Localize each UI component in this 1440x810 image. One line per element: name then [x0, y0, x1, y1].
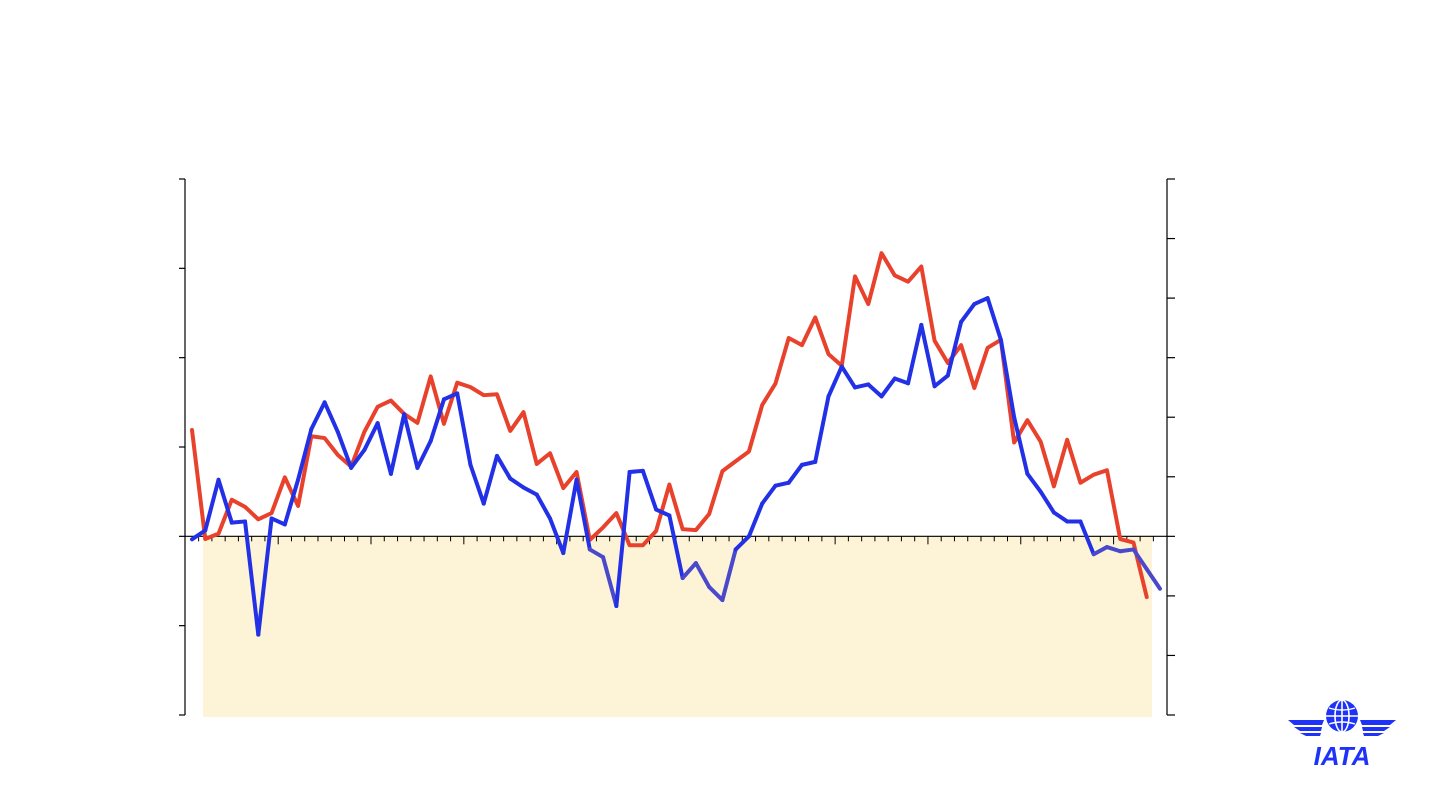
series-2-segment: [481, 453, 499, 506]
series-2-segment: [601, 555, 619, 609]
series-2-segment: [561, 477, 579, 556]
series-2-segment: [1025, 471, 1043, 494]
series-2-segment: [402, 412, 420, 470]
series-2-segment: [786, 462, 804, 485]
series-lines: [190, 251, 1162, 637]
series-2-segment: [1118, 547, 1136, 554]
series-2-segment: [508, 476, 526, 490]
wings-icon: [1288, 720, 1396, 736]
series-2-segment: [839, 364, 858, 390]
series-2-segment: [892, 376, 911, 386]
series-2-segment: [468, 462, 486, 506]
series-2-segment: [1012, 415, 1030, 476]
series-2-segment: [959, 302, 977, 324]
series-2-segment: [335, 430, 354, 470]
series-2-segment: [693, 561, 712, 589]
series-2-segment: [190, 528, 208, 542]
series-2-segment: [203, 477, 221, 533]
series-2-segment: [879, 376, 897, 399]
series-2-segment: [322, 400, 340, 435]
series-2-segment: [388, 412, 407, 476]
series-2-segment: [720, 547, 738, 603]
series-2-segment: [919, 322, 937, 389]
series-2-segment: [1131, 547, 1149, 572]
series-2-segment: [548, 516, 566, 556]
series-2-segment: [1144, 567, 1162, 591]
series-2-segment: [654, 507, 672, 518]
series-2-segment: [972, 296, 990, 307]
series-2-segment: [574, 477, 592, 552]
series-2-segment: [362, 421, 380, 452]
series-2-segment: [441, 391, 460, 402]
logo-wordmark: IATA: [1314, 741, 1371, 770]
series-2-segment: [932, 373, 950, 389]
series-2-segment: [853, 382, 871, 390]
series-2-segment: [1104, 545, 1123, 554]
series-2-segment: [985, 296, 1003, 342]
series-2-segment: [906, 322, 924, 386]
series-2-segment: [256, 516, 274, 637]
series-2-segment: [216, 477, 234, 525]
axes: [179, 178, 1175, 716]
globe-icon: [1326, 699, 1358, 733]
series-2-segment: [627, 468, 645, 475]
series-2-segment: [269, 516, 287, 527]
series-2-segment: [296, 427, 314, 482]
series-2-segment: [707, 584, 725, 603]
series-2-segment: [349, 447, 367, 470]
series-2-segment: [799, 459, 818, 467]
series-2-segment: [614, 470, 632, 609]
series-2-segment: [455, 391, 473, 467]
series-2-segment: [375, 421, 393, 476]
series-2-segment: [521, 485, 539, 497]
series-2-segment: [587, 547, 606, 560]
series-2-segment: [309, 400, 327, 432]
series-2-segment: [998, 337, 1017, 420]
series-2-segment: [1051, 510, 1070, 524]
series-2-segment: [760, 483, 778, 506]
series-2-segment: [667, 513, 685, 581]
series-2-segment: [733, 534, 751, 552]
series-2-segment: [866, 382, 884, 399]
series-2-segment: [1038, 489, 1056, 515]
series-2-segment: [243, 519, 261, 637]
series-2-segment: [680, 561, 698, 581]
shaded-region: [203, 536, 1152, 717]
series-2-segment: [282, 477, 301, 527]
series-2-segment: [428, 397, 446, 444]
iata-logo: IATA: [1284, 696, 1400, 771]
series-2-segment: [1078, 519, 1096, 557]
shaded-region-rect: [203, 536, 1152, 717]
series-2-segment: [773, 480, 791, 488]
series-2-segment: [1091, 545, 1109, 557]
series-2-segment: [640, 468, 659, 512]
series-2-segment: [534, 492, 553, 521]
series-2-segment: [746, 501, 765, 539]
series-2-segment: [813, 394, 831, 464]
series-2-segment: [415, 439, 433, 470]
series-2-segment: [494, 453, 513, 481]
series-2-segment: [229, 519, 248, 525]
series-2-segment: [826, 364, 844, 399]
series-2-segment: [945, 319, 964, 378]
